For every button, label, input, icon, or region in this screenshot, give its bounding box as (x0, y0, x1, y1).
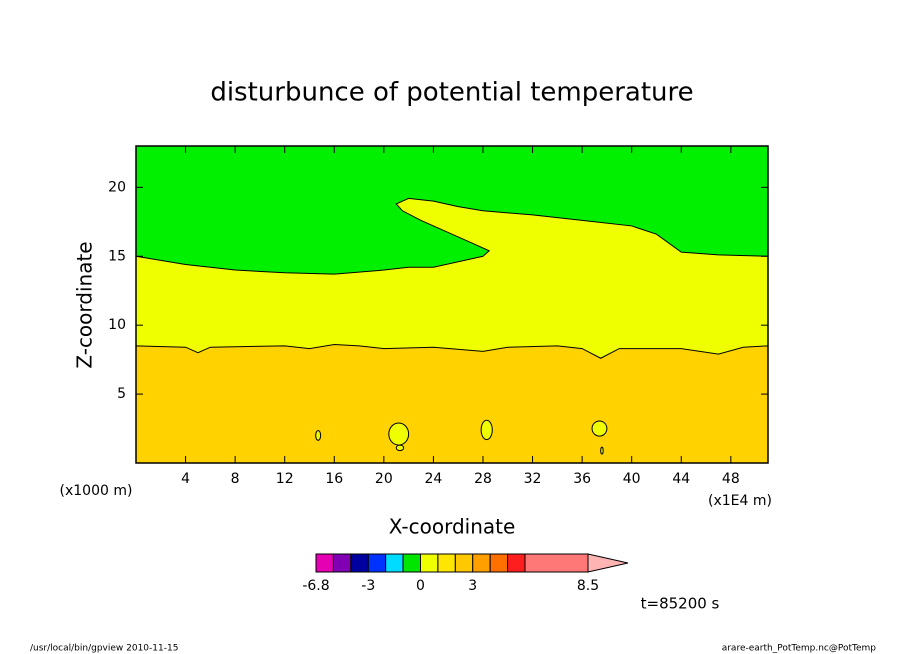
colorbar-box (524, 553, 589, 573)
x-tick-label: 20 (375, 471, 393, 487)
contour-loop (315, 430, 322, 441)
colorbar-label: 0 (416, 578, 425, 594)
contour-loop (388, 422, 410, 446)
contour-loop (600, 446, 604, 455)
x-tick-label: 12 (276, 471, 294, 487)
y-tick-label: 15 (108, 248, 126, 264)
colorbar-box (402, 553, 422, 573)
colorbar-box (472, 553, 491, 573)
x-unit-label: (x1E4 m) (708, 493, 772, 509)
y-tick-label: 20 (108, 179, 126, 195)
x-tick-label: 24 (424, 471, 442, 487)
footer-left: /usr/local/bin/gpview 2010-11-15 (30, 644, 178, 654)
chart-title: disturbunce of potential temperature (210, 78, 693, 108)
colorbar-box (315, 553, 334, 573)
x-tick-label: 16 (325, 471, 343, 487)
colorbar-box (350, 553, 369, 573)
y-tick-label: 10 (108, 317, 126, 333)
colorbar-label: -6.8 (302, 578, 329, 594)
plot-frame (135, 145, 769, 464)
x-tick-label: 44 (672, 471, 690, 487)
x-tick-label: 40 (623, 471, 641, 487)
colorbar-box (385, 553, 404, 573)
x-axis-label: X-coordinate (389, 515, 516, 539)
contour-loop (591, 420, 608, 437)
colorbar-label: 8.5 (577, 578, 599, 594)
x-tick-label: 32 (524, 471, 542, 487)
colorbar-extend (587, 553, 629, 573)
y-unit-label: (x1000 m) (60, 483, 133, 499)
y-tick-label: 5 (117, 386, 126, 402)
colorbar-label: -3 (361, 578, 375, 594)
colorbar-box (332, 553, 352, 573)
time-label: t=85200 s (641, 595, 720, 613)
contour-region (135, 343, 769, 464)
colorbar-box (507, 553, 526, 573)
x-tick-label: 36 (573, 471, 591, 487)
contour-loop (480, 419, 493, 441)
colorbar-box (367, 553, 387, 573)
colorbar-box (454, 553, 474, 573)
footer-right: arare-earth_PotTemp.nc@PotTemp (722, 644, 877, 654)
colorbar-box (437, 553, 456, 573)
colorbar-box (420, 553, 439, 573)
colorbar-label: 3 (468, 578, 477, 594)
y-axis-label: Z-coordinate (73, 241, 97, 368)
x-tick-label: 4 (181, 471, 190, 487)
x-tick-label: 28 (474, 471, 492, 487)
x-tick-label: 48 (722, 471, 740, 487)
contour-loop (395, 444, 405, 452)
colorbar-box (489, 553, 509, 573)
x-tick-label: 8 (231, 471, 240, 487)
